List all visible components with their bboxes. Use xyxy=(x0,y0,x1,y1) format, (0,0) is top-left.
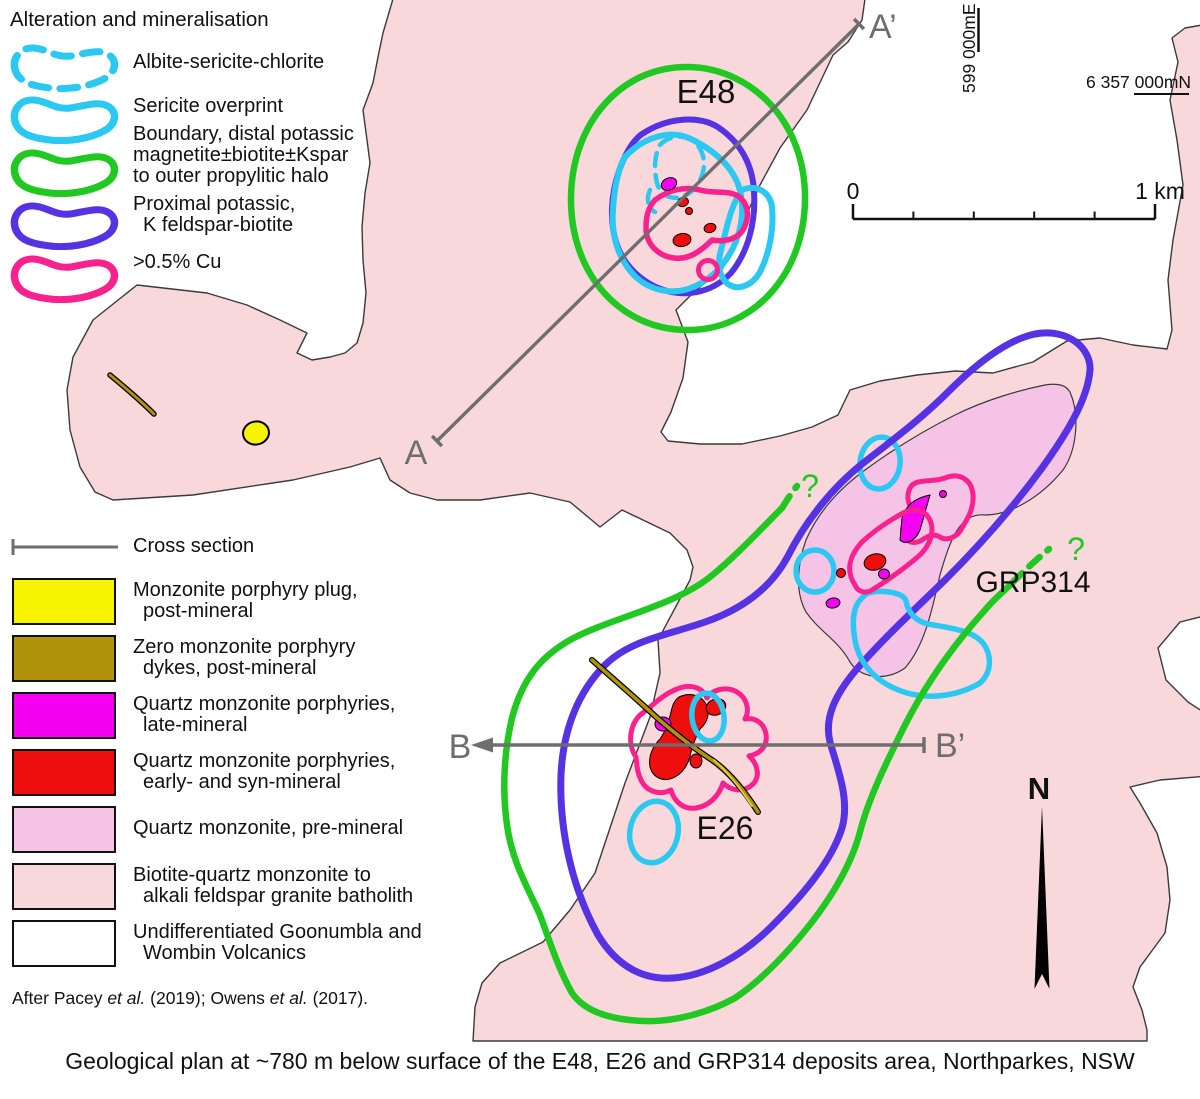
e48-propylitic-halo xyxy=(567,63,809,334)
albite-sericite-chlorite-symbol xyxy=(10,44,119,92)
proximal-potassic-symbol xyxy=(10,202,119,250)
label-grp314: GRP314 xyxy=(975,566,1090,599)
north-arrow: N xyxy=(1028,771,1050,989)
e26-zero-monzonite-dyke xyxy=(589,657,761,815)
easting-label: 599 000mE xyxy=(959,3,979,93)
swatch-volcanics xyxy=(12,920,116,967)
query-mark-ne: ? xyxy=(1067,531,1085,567)
legend-item-albite: Albite-sericite-chlorite xyxy=(133,51,325,73)
grp314-late-qmp-wedge xyxy=(899,494,931,543)
grp314-deposit xyxy=(825,473,976,609)
quartz-monzonite-body xyxy=(797,383,1077,678)
legend-item-zero-monzonite: Zero monzonite porphyry dykes, post-mine… xyxy=(133,636,356,679)
district-proximal-potassic-loop xyxy=(557,329,1094,982)
label-a: A xyxy=(405,434,428,472)
legend-item-quartz-monzonite: Quartz monzonite, pre-mineral xyxy=(133,817,404,839)
legend-item-volcanics: Undifferentiated Goonumbla and Wombin Vo… xyxy=(133,921,422,964)
north-label: N xyxy=(1028,771,1050,806)
figure-caption: Geological plan at ~780 m below surface … xyxy=(65,1048,1135,1074)
scale-bar: 0 1 km xyxy=(847,178,1185,221)
label-b: B xyxy=(449,728,472,766)
legend-item-late-qmp: Quartz monzonite porphyries, late-minera… xyxy=(133,693,396,736)
cross-section-b: B B’ xyxy=(449,727,966,766)
grp314-sericite-loop-s xyxy=(850,588,993,699)
grp314-sericite-ring-n xyxy=(857,434,903,492)
cu-grade-symbol xyxy=(10,255,119,303)
scale-one-km: 1 km xyxy=(1135,178,1185,204)
swatch-early-qmp xyxy=(12,749,116,796)
northing-label: 6 357 000mN xyxy=(1086,72,1191,92)
post-mineral-intrusions-west xyxy=(107,372,270,446)
legend-item-sericite: Sericite overprint xyxy=(133,95,284,117)
sericite-overprint-symbol xyxy=(10,96,119,144)
grp314-cu-shell-n xyxy=(900,473,976,545)
scale-zero: 0 xyxy=(847,178,860,204)
e26-deposit xyxy=(589,657,769,866)
batholith-region xyxy=(66,0,1200,1042)
district-distal-potassic-loop xyxy=(501,482,1053,1025)
monzonite-plug xyxy=(242,420,270,446)
legend-alteration-title: Alteration and mineralisation xyxy=(10,8,269,31)
cross-section-a: A A’ xyxy=(405,8,897,472)
legend-item-cross-section: Cross section xyxy=(133,535,255,557)
label-e26: E26 xyxy=(697,810,754,846)
label-b-prime: B’ xyxy=(935,727,965,765)
swatch-late-qmp xyxy=(12,692,116,739)
e26-sericite-ring-s xyxy=(626,798,682,866)
query-mark-nw: ? xyxy=(801,468,819,504)
label-e48: E48 xyxy=(677,73,736,110)
e26-sericite-ring-n xyxy=(689,690,727,744)
legend-item-early-qmp: Quartz monzonite porphyries, early- and … xyxy=(133,750,396,793)
grp314-sericite-ring-w xyxy=(793,547,837,595)
swatch-zero-monzonite xyxy=(12,635,116,682)
distal-potassic-symbol xyxy=(10,149,119,197)
e48-cu-ring-small xyxy=(696,258,720,282)
attribution: After Pacey et al. (2019); Owens et al. … xyxy=(12,988,369,1008)
swatch-quartz-monzonite xyxy=(12,806,116,853)
e26-cu-shell xyxy=(628,683,769,811)
label-a-prime: A’ xyxy=(869,8,897,46)
legend-item-distal-potassic: Boundary, distal potassic magnetite±biot… xyxy=(133,123,354,187)
legend-item-batholith: Biotite-quartz monzonite to alkali felds… xyxy=(133,864,414,907)
e48-late-qmp xyxy=(660,177,678,191)
swatch-batholith xyxy=(12,863,116,910)
grid-coordinates: 599 000mE 6 357 000mN xyxy=(959,3,1191,95)
legend-item-proximal-potassic: Proximal potassic, K feldspar-biotite xyxy=(133,193,296,236)
cross-section-symbol xyxy=(11,539,118,555)
swatch-monzonite-plug xyxy=(12,578,116,625)
legend-item-cu-grade: >0.5% Cu xyxy=(133,251,222,273)
grp314-cu-shell-s xyxy=(847,507,935,595)
legend-item-monzonite-plug: Monzonite porphyry plug, post-mineral xyxy=(133,579,358,622)
